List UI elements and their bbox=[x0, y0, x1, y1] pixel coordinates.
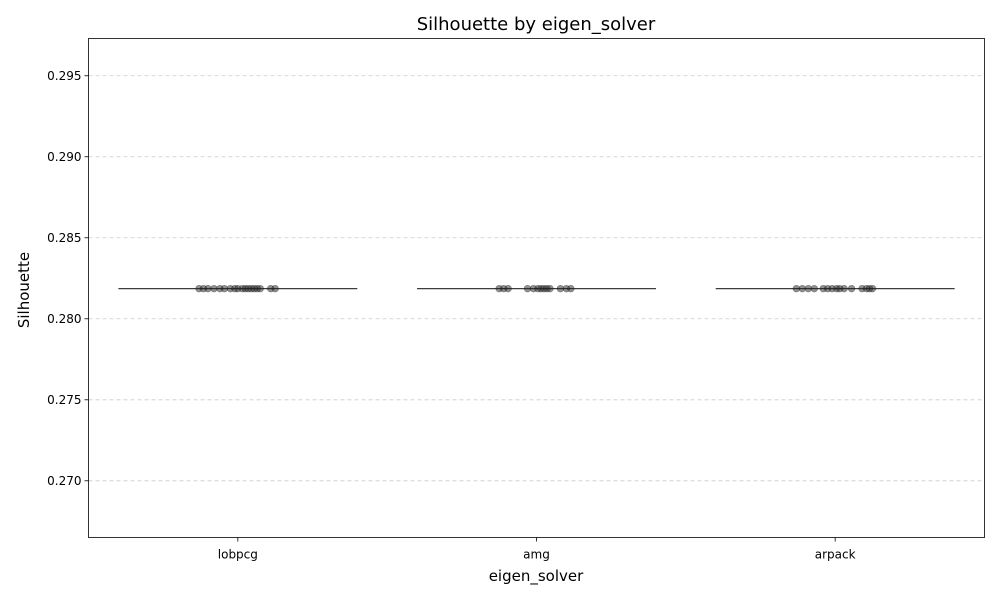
y-axis: 0.270 0.275 0.280 0.285 0.290 0.295 bbox=[47, 69, 89, 488]
data-point bbox=[256, 284, 264, 293]
data-point bbox=[504, 284, 512, 293]
x-tick-label: lobpcg bbox=[218, 548, 258, 562]
y-tick-label: 0.275 bbox=[47, 393, 81, 407]
data-point bbox=[546, 284, 554, 293]
points-layer bbox=[195, 284, 877, 293]
y-tick-label: 0.295 bbox=[47, 69, 81, 83]
x-tick-label: amg bbox=[523, 548, 550, 562]
data-point bbox=[840, 284, 848, 293]
chart-title: Silhouette by eigen_solver bbox=[417, 14, 656, 35]
y-tick-label: 0.285 bbox=[47, 231, 81, 245]
y-tick-label: 0.290 bbox=[47, 150, 81, 164]
x-axis-label: eigen_solver bbox=[489, 567, 584, 586]
y-tick-label: 0.280 bbox=[47, 312, 81, 326]
data-point bbox=[567, 284, 575, 293]
y-tick-label: 0.270 bbox=[47, 474, 81, 488]
data-point bbox=[810, 284, 818, 293]
data-point bbox=[868, 284, 877, 293]
x-axis: lobpcg amg arpack bbox=[218, 537, 856, 562]
data-point bbox=[847, 284, 856, 293]
y-axis-label: Silhouette bbox=[15, 252, 33, 328]
x-tick-label: arpack bbox=[815, 548, 856, 562]
data-point bbox=[271, 284, 279, 293]
grid-layer bbox=[88, 75, 985, 482]
